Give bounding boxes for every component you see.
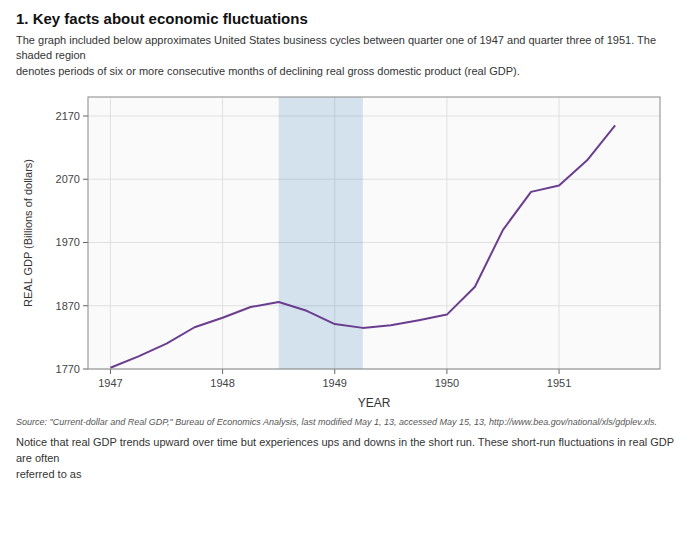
y-tick-label: 2170	[56, 110, 80, 122]
y-grid-line	[88, 179, 660, 180]
x-tick	[110, 369, 111, 374]
x-grid-line	[222, 97, 223, 369]
y-grid-line	[88, 305, 660, 306]
x-tick-label: 1950	[435, 377, 459, 389]
x-tick-label: 1947	[98, 377, 122, 389]
plot-frame	[88, 97, 660, 369]
x-tick	[222, 369, 223, 374]
x-tick-label: 1949	[323, 377, 347, 389]
plot-data	[110, 97, 615, 369]
chart: 1770 1870 1970 2070 2170 1947 1948 1949 1950 1951…	[16, 85, 684, 415]
plot-background	[88, 97, 660, 369]
x-tick	[446, 369, 447, 374]
x-grid-line	[559, 97, 560, 369]
chart-title: 1. Key facts about economic fluctuations	[16, 10, 684, 27]
y-tick	[83, 242, 88, 243]
axes: 1770 1870 1970 2070 2170 1947 1948 1949 1950 1951	[56, 97, 660, 389]
x-tick	[334, 369, 335, 374]
chart-subtitle: The graph included below approximates Un…	[16, 33, 684, 79]
y-tick	[83, 116, 88, 117]
x-tick-label: 1948	[210, 377, 234, 389]
shaded-region	[279, 97, 363, 369]
y-grid-line	[88, 116, 660, 117]
y-grid-line	[88, 242, 660, 243]
y-axis-label: REAL GDP (Billions of dollars)	[22, 159, 34, 307]
x-axis-label: YEAR	[358, 396, 391, 410]
source-note: Source: "Current-dollar and Real GDP," B…	[16, 417, 684, 427]
y-tick	[83, 369, 88, 370]
y-tick	[83, 179, 88, 180]
data-line	[110, 126, 615, 368]
x-grid-line	[110, 97, 111, 369]
x-tick-label: 1951	[547, 377, 571, 389]
footer-note: Notice that real GDP trends upward over …	[16, 435, 684, 483]
y-tick-label: 1770	[56, 363, 80, 375]
x-tick	[559, 369, 560, 374]
y-tick	[83, 305, 88, 306]
y-tick-label: 1870	[56, 300, 80, 312]
y-tick-label: 2070	[56, 173, 80, 185]
x-grid-line	[446, 97, 447, 369]
y-tick-label: 1970	[56, 237, 80, 249]
